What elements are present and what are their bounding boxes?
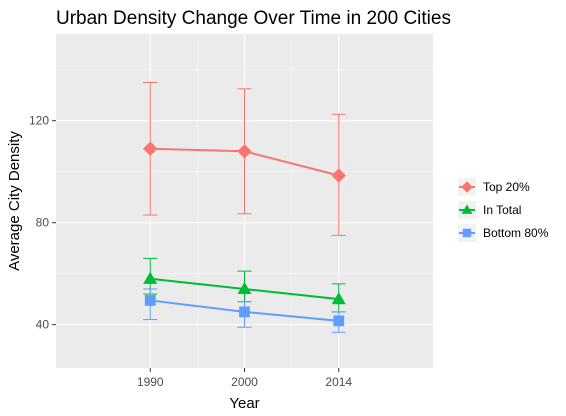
y-tick-label: 40 xyxy=(36,318,50,332)
data-point xyxy=(333,315,345,327)
x-tick-label: 2000 xyxy=(231,375,258,389)
series-bottom-80- xyxy=(143,288,346,333)
legend: Top 20% In Total Bottom 80% xyxy=(458,178,549,242)
legend-label: In Total xyxy=(483,203,521,217)
x-tick-label: 1990 xyxy=(137,375,164,389)
series-layer xyxy=(143,81,346,333)
x-axis-title: Year xyxy=(229,395,259,412)
legend-key-marker xyxy=(461,181,473,193)
data-point xyxy=(237,281,252,295)
data-point xyxy=(331,168,346,183)
data-point xyxy=(237,144,252,159)
legend-item: Top 20% xyxy=(458,178,530,196)
y-axis: 40 80 120 xyxy=(29,114,56,332)
legend-item: Bottom 80% xyxy=(458,224,549,242)
legend-key-marker xyxy=(461,204,473,214)
y-tick-label: 80 xyxy=(36,216,50,230)
x-axis: 1990 2000 2014 xyxy=(137,368,352,389)
data-point xyxy=(143,141,158,156)
legend-item: In Total xyxy=(458,201,521,219)
chart-title: Urban Density Change Over Time in 200 Ci… xyxy=(56,8,451,29)
legend-label: Top 20% xyxy=(483,180,530,194)
data-point xyxy=(143,271,158,284)
legend-label: Bottom 80% xyxy=(483,226,549,240)
data-point xyxy=(331,292,346,305)
x-tick-label: 2014 xyxy=(325,375,352,389)
data-point xyxy=(239,306,250,318)
y-axis-title: Average City Density xyxy=(6,131,23,271)
data-point xyxy=(144,295,156,306)
series-top-20- xyxy=(143,81,346,236)
y-tick-label: 120 xyxy=(29,114,49,128)
legend-key-marker xyxy=(462,228,472,238)
